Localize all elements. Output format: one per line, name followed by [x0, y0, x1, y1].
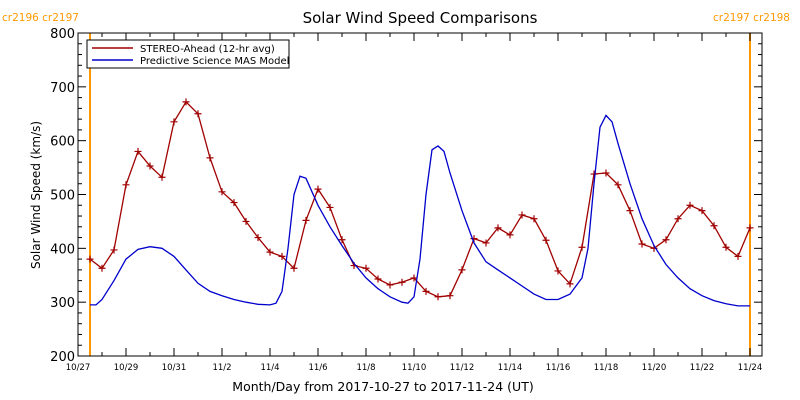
- stereo-ahead-point: [410, 274, 418, 282]
- y-tick-label: 400: [50, 242, 75, 257]
- y-tick-label: 200: [50, 350, 75, 365]
- stereo-ahead-point: [638, 240, 646, 248]
- y-axis-label: Solar Wind Speed (km/s): [29, 121, 43, 269]
- stereo-ahead-point: [494, 224, 502, 232]
- stereo-ahead-point: [746, 224, 754, 232]
- stereo-ahead-point: [314, 185, 322, 193]
- x-tick-label: 10/27: [66, 363, 91, 373]
- stereo-ahead-point: [326, 203, 334, 211]
- stereo-ahead-point: [302, 216, 310, 224]
- rotation-marker-labels: cr2196 cr2197 cr2197 cr2198: [2, 12, 790, 24]
- stereo-ahead-point: [662, 236, 670, 244]
- stereo-ahead-point: [242, 217, 250, 225]
- y-tick-label: 700: [50, 81, 75, 96]
- mas-model-line: [90, 114, 750, 307]
- stereo-ahead-point: [506, 231, 514, 239]
- stereo-ahead-point: [674, 215, 682, 223]
- carrington-rotation-label: cr2196 cr2197: [2, 12, 79, 24]
- stereo-ahead-point: [722, 243, 730, 251]
- x-tick-label: 11/6: [308, 363, 327, 373]
- stereo-ahead-point: [194, 110, 202, 118]
- stereo-ahead-point: [710, 222, 718, 230]
- stereo-ahead-point: [86, 255, 94, 263]
- y-axis-ticks: 200 300 400 500 600 700 800: [50, 27, 762, 365]
- stereo-ahead-point: [398, 278, 406, 286]
- x-tick-label: 10/29: [114, 363, 139, 373]
- stereo-ahead-point: [482, 239, 490, 247]
- stereo-ahead-point: [434, 293, 442, 301]
- stereo-ahead-point: [158, 173, 166, 181]
- stereo-ahead-point: [362, 264, 370, 272]
- legend: STEREO-Ahead (12-hr avg) Predictive Scie…: [86, 39, 290, 69]
- x-axis-ticks: 10/27 10/29 10/31 11/2 11/4 11/6 11/8 11/10 11/1…: [66, 33, 763, 373]
- stereo-ahead-point: [338, 236, 346, 244]
- y-tick-label: 600: [50, 135, 75, 150]
- stereo-ahead-point: [686, 201, 694, 209]
- stereo-ahead-point: [626, 207, 634, 215]
- x-tick-label: 11/20: [642, 363, 667, 373]
- stereo-ahead-line: [89, 100, 751, 298]
- stereo-ahead-point: [422, 287, 430, 295]
- x-tick-label: 11/10: [402, 363, 427, 373]
- stereo-ahead-point: [470, 235, 478, 243]
- stereo-ahead-point: [146, 162, 154, 170]
- legend-box: [86, 39, 290, 69]
- stereo-ahead-point: [122, 181, 130, 189]
- stereo-ahead-point: [134, 147, 142, 155]
- x-tick-label: 11/18: [594, 363, 619, 373]
- stereo-ahead-point: [290, 264, 298, 272]
- x-tick-label: 11/24: [738, 363, 763, 373]
- stereo-ahead-point: [542, 236, 550, 244]
- stereo-ahead-point: [218, 188, 226, 196]
- stereo-ahead-point: [590, 170, 598, 178]
- x-tick-label: 11/22: [690, 363, 715, 373]
- stereo-ahead-point: [602, 169, 610, 177]
- legend-label-mas-model: Predictive Science MAS Model: [140, 56, 289, 67]
- stereo-ahead-point: [374, 275, 382, 283]
- stereo-ahead-point: [110, 246, 118, 254]
- y-tick-label: 800: [50, 27, 75, 42]
- stereo-ahead-point: [530, 215, 538, 223]
- carrington-rotation-label: cr2197 cr2198: [713, 12, 790, 24]
- stereo-ahead-point: [230, 199, 238, 207]
- stereo-ahead-point: [458, 266, 466, 274]
- series-layer: [86, 98, 754, 307]
- stereo-ahead-point: [566, 280, 574, 288]
- stereo-ahead-point: [518, 211, 526, 219]
- stereo-ahead-point: [578, 243, 586, 251]
- stereo-ahead-point: [386, 281, 394, 289]
- chart-title: Solar Wind Speed Comparisons: [303, 9, 538, 27]
- x-tick-label: 11/4: [260, 363, 279, 373]
- x-axis-label: Month/Day from 2017-10-27 to 2017-11-24 …: [232, 379, 533, 394]
- y-tick-label: 300: [50, 296, 75, 311]
- stereo-ahead-point: [734, 252, 742, 260]
- legend-label-stereo: STEREO-Ahead (12-hr avg): [140, 44, 275, 55]
- stereo-ahead-point: [182, 98, 190, 106]
- stereo-ahead-point: [446, 292, 454, 300]
- x-tick-label: 11/14: [498, 363, 523, 373]
- stereo-ahead-point: [278, 252, 286, 260]
- x-tick-label: 11/16: [546, 363, 571, 373]
- stereo-ahead-point: [206, 154, 214, 162]
- stereo-ahead-point: [170, 118, 178, 126]
- x-tick-label: 10/31: [162, 363, 187, 373]
- x-tick-label: 11/12: [450, 363, 475, 373]
- x-tick-label: 11/8: [356, 363, 375, 373]
- stereo-ahead-point: [614, 181, 622, 189]
- stereo-ahead-point: [98, 264, 106, 272]
- stereo-ahead-point: [266, 248, 274, 256]
- stereo-ahead-point: [554, 267, 562, 275]
- x-tick-label: 11/2: [212, 363, 231, 373]
- rotation-marker-lines: [89, 33, 751, 356]
- y-tick-label: 500: [50, 189, 75, 204]
- stereo-ahead-point: [698, 207, 706, 215]
- stereo-ahead-point: [254, 234, 262, 242]
